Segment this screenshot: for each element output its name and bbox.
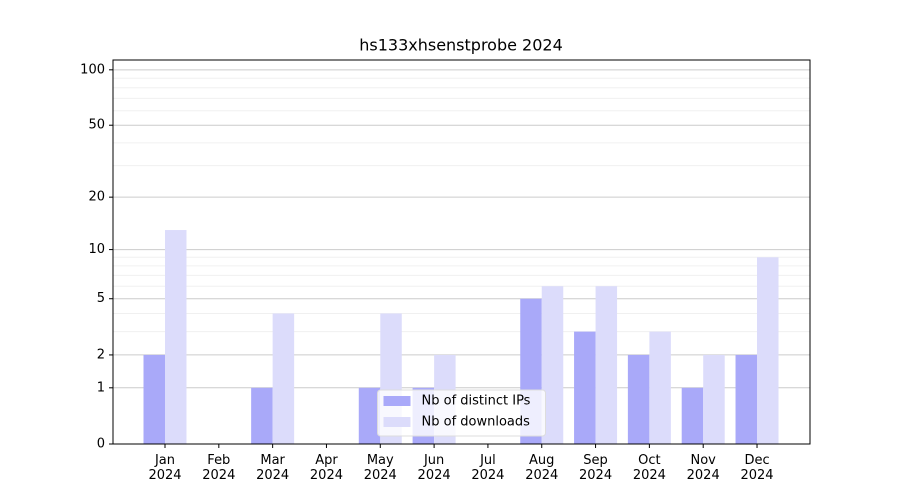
bar <box>251 387 273 444</box>
y-tick-label: 5 <box>97 291 105 306</box>
x-tick-label: Sep 2024 <box>579 453 613 483</box>
bar <box>165 230 187 444</box>
bar <box>595 286 618 444</box>
legend-box <box>377 389 546 437</box>
x-tick-label: Jan 2024 <box>148 453 182 483</box>
plot-frame <box>112 59 811 445</box>
y-tick-label: 100 <box>80 62 105 77</box>
x-tick-label: Dec 2024 <box>740 453 774 483</box>
x-tick-label: Aug 2024 <box>525 453 559 483</box>
bar <box>143 354 165 444</box>
y-tick-label: 0 <box>97 437 105 452</box>
bar <box>627 354 650 444</box>
x-tick-label: Apr 2024 <box>309 453 343 483</box>
x-tick-label: Mar 2024 <box>256 453 290 483</box>
bar <box>649 331 671 444</box>
bar <box>358 387 381 444</box>
y-tick-label: 20 <box>88 190 105 205</box>
chart-title: hs133xhsenstprobe 2024 <box>359 36 563 55</box>
legend-label: Nb of distinct IPs <box>422 394 531 409</box>
x-tick-label: Jul 2024 <box>471 453 505 483</box>
bar <box>703 354 725 444</box>
bar <box>272 313 295 444</box>
bar <box>735 354 758 444</box>
legend-swatch <box>383 417 411 427</box>
bar <box>681 387 704 444</box>
y-tick-label: 10 <box>88 242 105 257</box>
bar <box>757 257 779 444</box>
x-tick-label: Oct 2024 <box>632 453 666 483</box>
x-tick-label: Jun 2024 <box>417 453 451 483</box>
y-tick-label: 1 <box>97 380 105 395</box>
y-tick-label: 50 <box>88 118 105 133</box>
x-tick-label: May 2024 <box>363 453 397 483</box>
y-tick-label: 2 <box>97 347 105 362</box>
x-tick-label: Feb 2024 <box>202 453 236 483</box>
legend-label: Nb of downloads <box>422 415 531 430</box>
bar <box>541 286 564 444</box>
legend-swatch <box>383 396 411 406</box>
x-tick-label: Nov 2024 <box>686 453 720 483</box>
bar <box>574 331 596 444</box>
